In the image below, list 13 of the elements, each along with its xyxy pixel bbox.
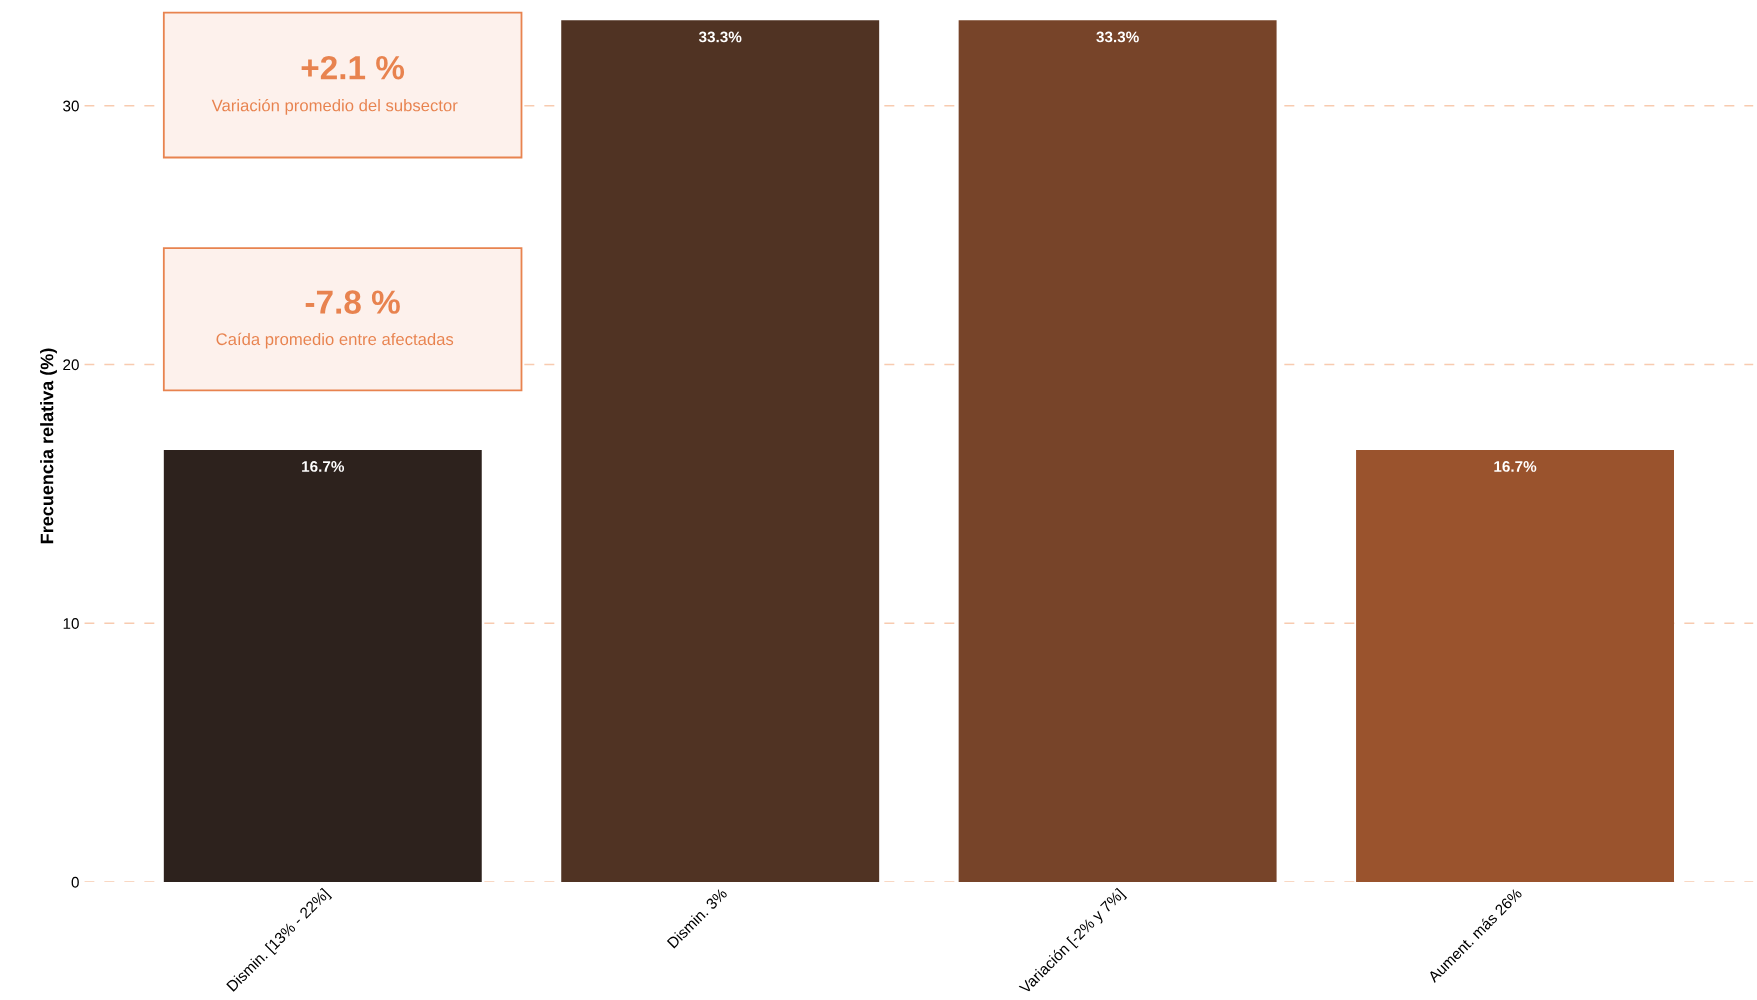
- data-label: 16.7%: [1494, 461, 1537, 472]
- y-tick-label: 20: [63, 359, 79, 371]
- data-label: 33.3%: [1096, 31, 1139, 43]
- y-tick-label: 0: [71, 876, 79, 888]
- y-tick-label: 30: [63, 100, 79, 112]
- annotation: Variación promedio del subsector: [211, 98, 458, 115]
- y-tick-label: 10: [63, 618, 79, 629]
- y-axis-title: Frecuencia relativa (%): [40, 348, 57, 544]
- annotation: +2.1 %: [301, 55, 405, 80]
- annotation: -7.8 %: [305, 290, 400, 314]
- annotation: Caída promedio entre afectadas: [216, 332, 454, 349]
- data-label: 33.3%: [698, 31, 742, 43]
- data-label: 16.7%: [302, 461, 345, 472]
